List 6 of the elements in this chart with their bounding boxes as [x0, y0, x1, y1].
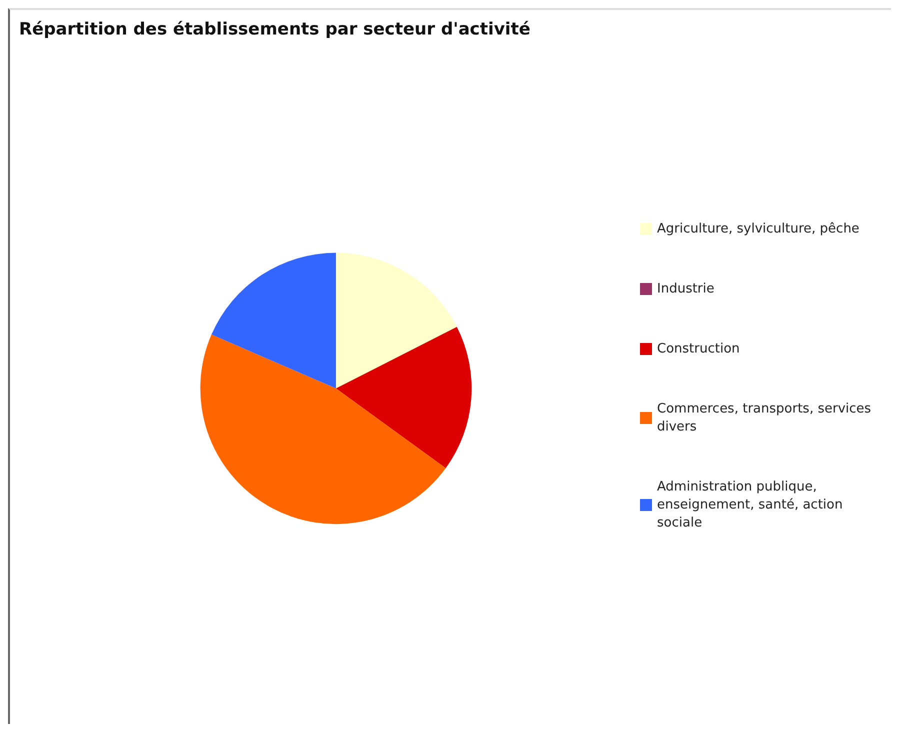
legend-label: Administration publique, enseignement, santé, action sociale — [657, 480, 847, 530]
legend-label: Industrie — [657, 282, 714, 296]
legend-label: Commerces, transports, services divers — [657, 402, 876, 434]
chart-title: Répartition des établissements par secteur d'activité — [19, 20, 530, 40]
legend-label: Agriculture, sylviculture, pêche — [657, 222, 860, 236]
legend-label: Construction — [657, 342, 740, 356]
